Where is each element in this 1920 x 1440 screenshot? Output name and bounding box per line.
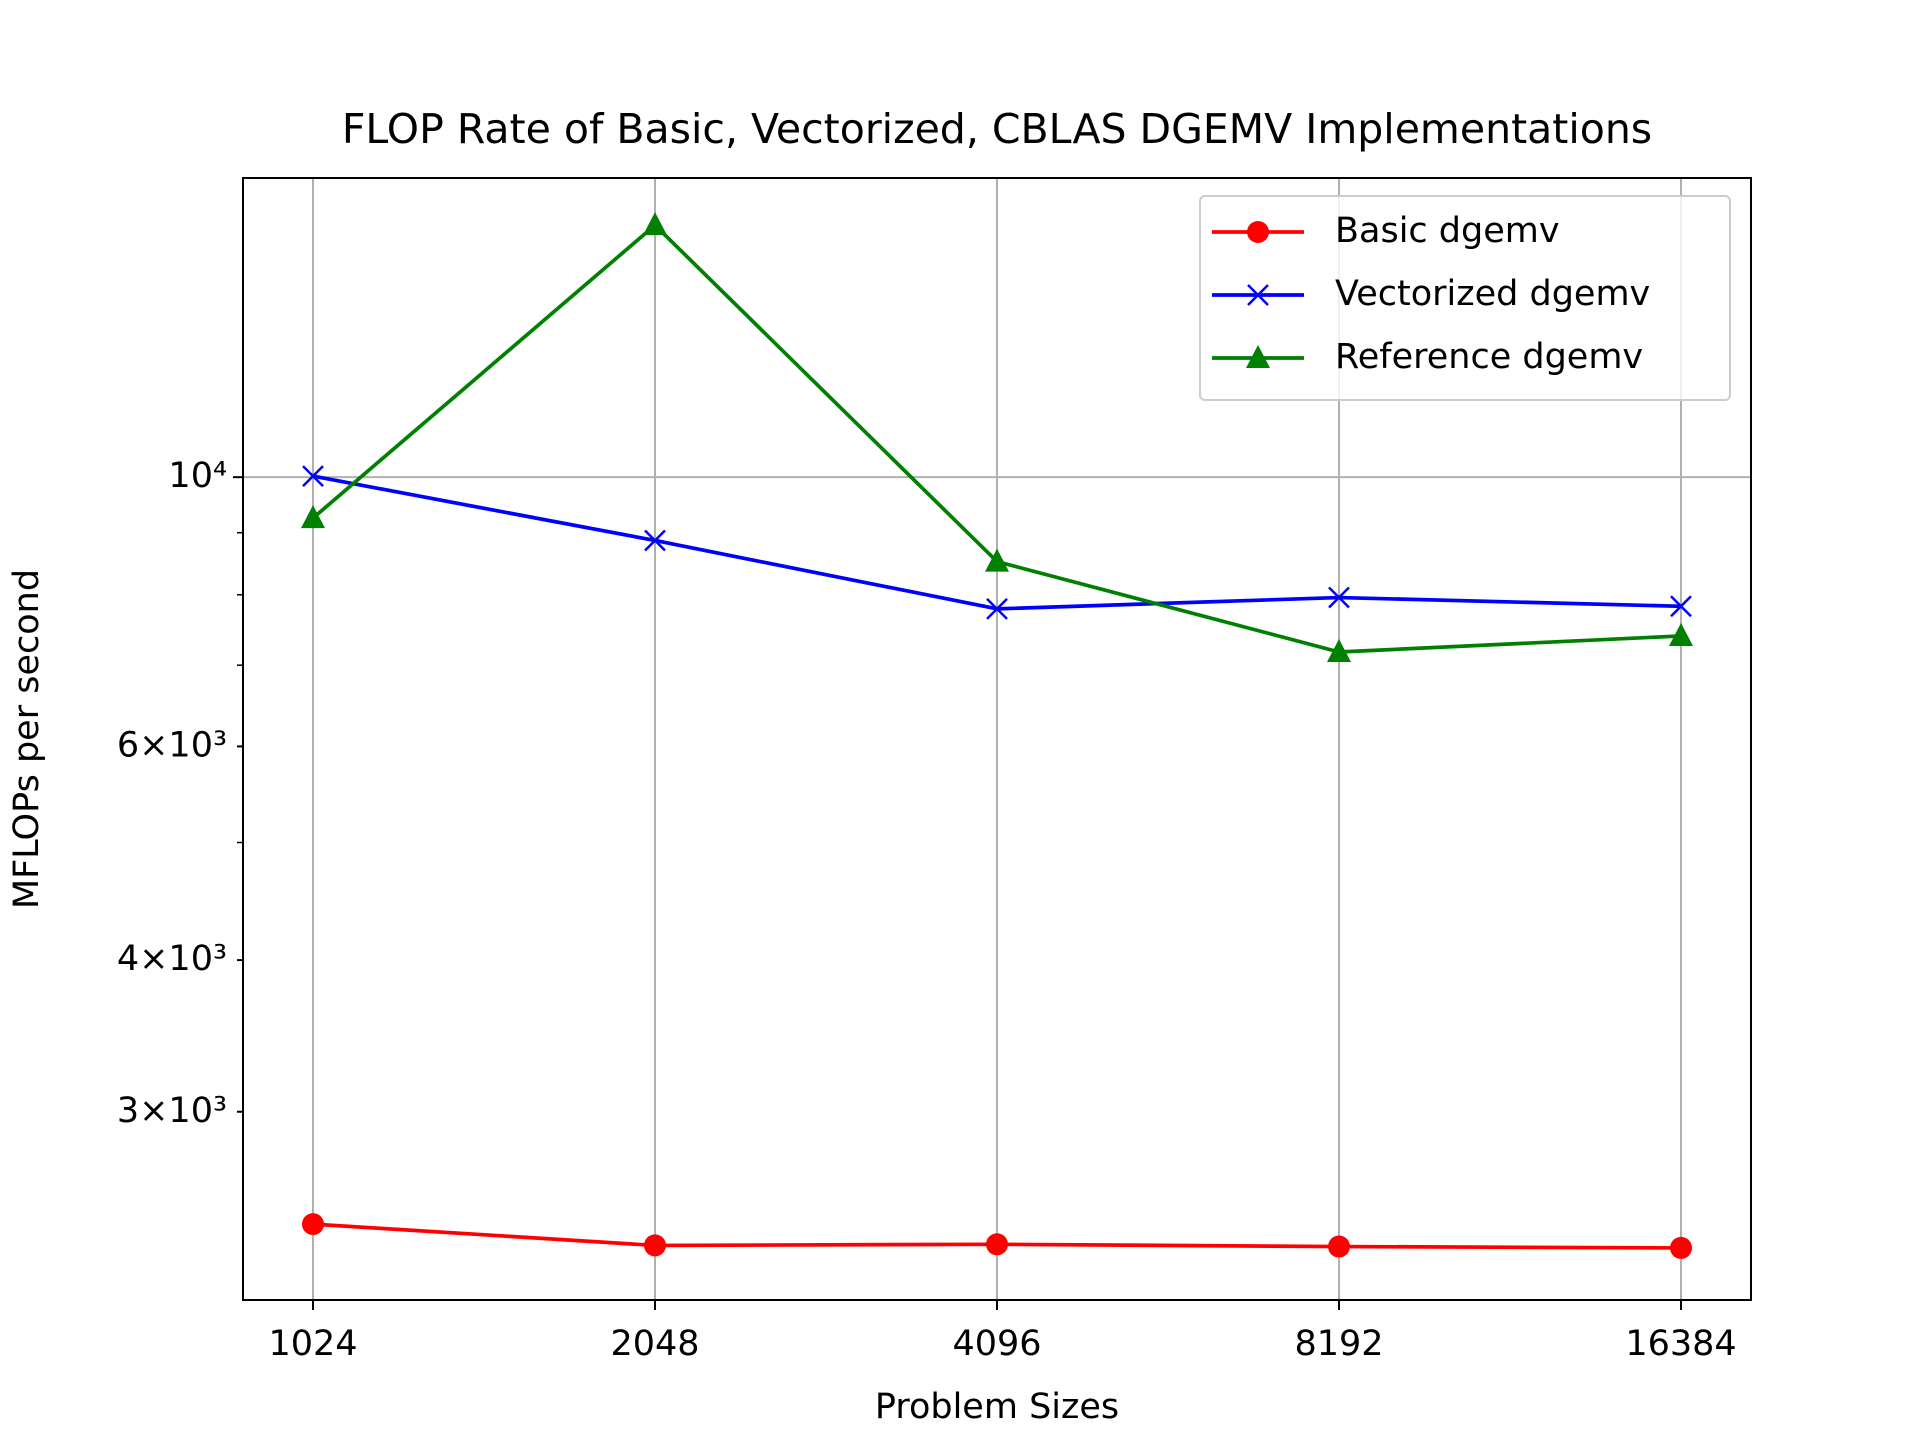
y-tick-label: 4×10³ [117,939,227,979]
y-tick-label: 6×10³ [117,725,227,765]
marker [302,465,324,487]
marker [1327,638,1351,662]
x-tick-label: 2048 [610,1324,699,1364]
marker [644,529,666,552]
legend: Basic dgemv Vectorized dgemv Reference dge… [1199,195,1731,401]
x-tick-label: 1024 [268,1324,357,1364]
plot-frame [242,177,1752,1301]
marker [1247,221,1269,243]
marker [1247,284,1269,306]
x-tick-label: 8192 [1294,1324,1383,1364]
marker [1670,1236,1692,1259]
legend-label: Basic dgemv [1335,211,1560,251]
legend-label: Reference dgemv [1335,337,1643,377]
y-tick-label: 10⁴ [168,456,227,496]
legend-label: Vectorized dgemv [1335,274,1650,314]
legend-box [1199,195,1731,401]
x-tick-label: 16384 [1625,1324,1736,1364]
chart-title: FLOP Rate of Basic, Vectorized, CBLAS DG… [342,105,1652,153]
marker [1328,586,1350,609]
marker [644,1234,666,1257]
marker [1670,595,1692,618]
marker [986,597,1008,620]
marker [1246,345,1270,368]
marker [1669,622,1693,646]
x-tick-label: 4096 [952,1324,1041,1364]
y-axis-label: MFLOPs per second [7,569,47,909]
marker [1328,1235,1350,1258]
marker [302,1213,324,1236]
marker [643,212,667,236]
x-axis-label: Problem Sizes [875,1387,1119,1427]
marker [301,505,325,529]
marker [985,548,1009,572]
marker [986,1233,1008,1256]
y-tick-label: 3×10³ [117,1091,227,1131]
